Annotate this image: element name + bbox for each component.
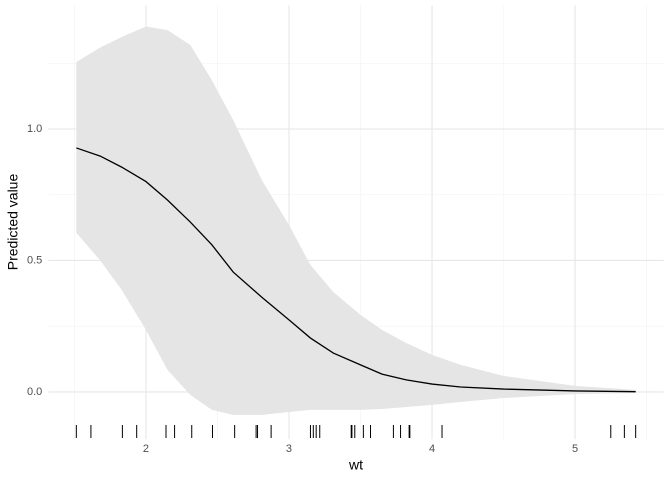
marks [75,26,637,438]
y-tick-label: 0.5 [27,254,42,266]
x-axis-label: wt [348,457,363,473]
confidence-band [76,26,636,415]
x-tick-label: 2 [143,443,149,455]
y-axis-label: Predicted value [5,174,21,271]
x-tick-label: 3 [286,443,292,455]
line [76,147,636,393]
x-tick-label: 5 [572,443,578,455]
x-tick-label: 4 [429,443,435,455]
y-tick-label: 1.0 [27,123,42,135]
y-tick-label: 0.0 [27,386,42,398]
